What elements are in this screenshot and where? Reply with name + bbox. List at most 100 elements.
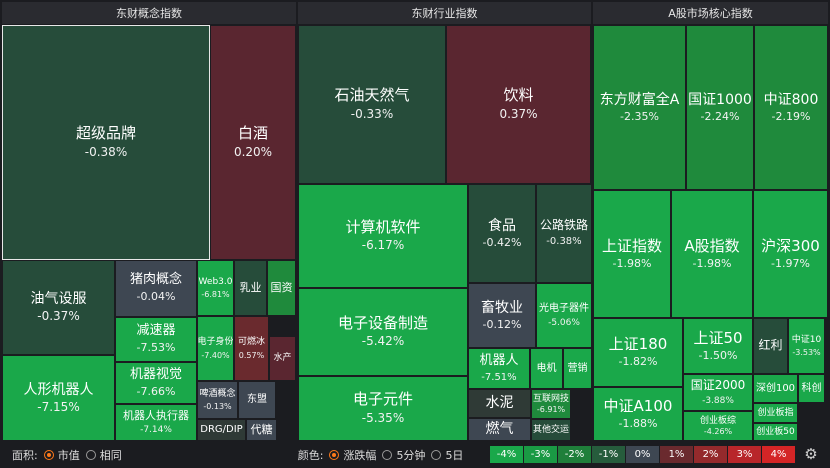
tile-name: 创业板50 [756,426,795,437]
tile-name: 其他交运 [532,424,569,435]
tile-name: 中证A100 [603,396,673,415]
treemap-tile[interactable]: 互联网技 -6.91% [531,389,571,419]
tile-change: -0.38% [546,236,582,248]
area-option-market-cap[interactable]: 市值 [43,447,80,463]
treemap-tile[interactable]: 光电子器件 -5.06% [536,283,592,348]
treemap-tile[interactable]: 中证A100 -1.88% [593,387,683,441]
legend-swatch: 1% [660,446,693,463]
treemap-tile[interactable]: 上证180 -1.82% [593,318,683,387]
color-option-5day[interactable]: 5日 [431,447,463,463]
tile-name: 计算机软件 [345,217,421,236]
treemap-tile[interactable]: 计算机软件 -6.17% [298,184,468,288]
tile-name: DRG/DIP [200,424,243,436]
tile-change: -7.40% [201,350,230,360]
treemap-tile[interactable]: 超级品牌 -0.38% [2,25,210,260]
gear-icon[interactable]: ⚙ [804,445,818,463]
treemap-tile[interactable]: 东方财富全A -2.35% [593,25,686,190]
radio-icon [431,449,442,460]
tile-change: -1.98% [692,256,732,270]
treemap-tile[interactable]: 国证2000 -3.88% [683,374,753,411]
treemap-tile[interactable]: 创业板指 [753,403,798,423]
treemap-tile[interactable]: 其他交运 [531,419,571,441]
treemap-tile[interactable]: 科创 [798,374,825,403]
treemap-tile[interactable]: 机器人执行器 -7.14% [115,404,197,441]
treemap-tile[interactable]: 电子元件 -5.35% [298,376,468,441]
treemap-tile[interactable]: 中证10 -3.53% [788,318,825,374]
treemap-tile[interactable]: 人形机器人 -7.15% [2,355,115,441]
tile-name: 中证800 [763,91,819,108]
tile-change: -0.04% [136,290,176,304]
treemap-tile[interactable]: 减速器 -7.53% [115,317,197,362]
tile-name: 白酒 [237,124,268,143]
tile-name: 可燃冰 [237,337,265,348]
tile-change: -3.53% [792,348,821,358]
treemap-tile[interactable]: 营销 [563,348,592,389]
color-legend: -4% -3% -2% -1% 0% 1% 2% 3% 4% [490,446,796,463]
treemap-tile[interactable]: 东盟 [238,381,276,419]
area-option-equal[interactable]: 相同 [85,447,122,463]
treemap-tile[interactable]: 燃气 [468,418,531,441]
treemap-tile[interactable]: 上证指数 -1.98% [593,190,671,318]
treemap-tile[interactable]: 机器人 -7.51% [468,348,530,389]
treemap-tile[interactable]: 食品 -0.42% [468,184,536,283]
tile-name: 油气设服 [30,291,87,308]
tile-name: 国资 [270,280,293,294]
treemap-tile[interactable]: 机器视觉 -7.66% [115,362,197,404]
treemap-tile[interactable]: 国资 [267,260,296,316]
treemap-tile[interactable]: 白酒 0.20% [210,25,296,260]
treemap-tile[interactable]: DRG/DIP [197,419,246,441]
legend-swatch: 2% [694,446,727,463]
treemap-tile[interactable]: A股指数 -1.98% [671,190,753,318]
tile-change: -5.42% [361,334,405,349]
treemap-tile[interactable]: 创业板综 -4.26% [683,411,753,441]
tile-change: -1.98% [612,256,652,270]
treemap-tile[interactable]: 公路铁路 -0.38% [536,184,592,283]
tile-name: 电子设备制造 [337,313,428,332]
treemap-tile[interactable]: 啤酒概念 -0.13% [197,381,238,419]
treemap-tile[interactable]: 红利 [753,318,788,374]
tile-change: 0.37% [499,106,538,121]
tile-name: 畜牧业 [481,299,523,316]
treemap-tile[interactable]: 猪肉概念 -0.04% [115,260,197,317]
tile-name: 代糖 [250,422,273,436]
treemap-tile[interactable]: 沪深300 -1.97% [753,190,828,318]
treemap-tile[interactable]: 创业板50 [753,423,798,441]
area-label: 面积: [12,448,38,462]
color-option-change[interactable]: 涨跌幅 [329,447,376,463]
tile-name: 创业板综 [699,416,736,427]
treemap-tile[interactable]: 电子设备制造 -5.42% [298,288,468,376]
tile-name: 电机 [536,362,557,374]
tile-change: -2.35% [620,109,659,123]
treemap-tile[interactable]: 深创100 [753,374,798,403]
tile-name: 深创100 [755,382,796,394]
tile-name: 机器人 [479,352,519,368]
treemap-tile[interactable]: 国证1000 -2.24% [686,25,754,190]
tile-name: 人形机器人 [23,381,94,398]
treemap-tile[interactable]: 中证800 -2.19% [754,25,828,190]
tile-change: -6.91% [536,404,566,414]
treemap-tile[interactable]: 代糖 [246,419,277,441]
treemap-tile[interactable]: 水产 [269,336,296,381]
treemap-tile[interactable]: 水泥 [468,389,531,418]
color-label: 颜色: [297,448,324,462]
treemap-tile[interactable]: 乳业 [234,260,267,316]
treemap-tile[interactable]: 油气设服 -0.37% [2,260,115,355]
tile-change: -1.88% [618,416,658,430]
tile-change: -2.24% [700,109,740,123]
treemap-tile[interactable]: 畜牧业 -0.12% [468,283,536,348]
treemap-tile[interactable]: 电机 [530,348,563,389]
treemap-tile[interactable]: 可燃冰 0.57% [234,316,269,381]
tile-name: 减速器 [136,323,176,339]
tile-name: 猪肉概念 [129,272,182,288]
legend-swatch: 3% [728,446,761,463]
color-option-5min[interactable]: 5分钟 [382,447,425,463]
treemap-tile[interactable]: Web3.0 -6.81% [197,260,234,316]
tile-change: -7.66% [136,384,176,398]
treemap-tile[interactable]: 石油天然气 -0.33% [298,25,446,184]
tile-name: 啤酒概念 [199,388,236,399]
tile-name: 食品 [488,217,516,234]
treemap-tile[interactable]: 电子身份 -7.40% [197,316,234,381]
treemap-tile[interactable]: 上证50 -1.50% [683,318,753,374]
treemap-tile[interactable]: 饮料 0.37% [446,25,591,184]
tile-change: -6.81% [201,290,230,300]
